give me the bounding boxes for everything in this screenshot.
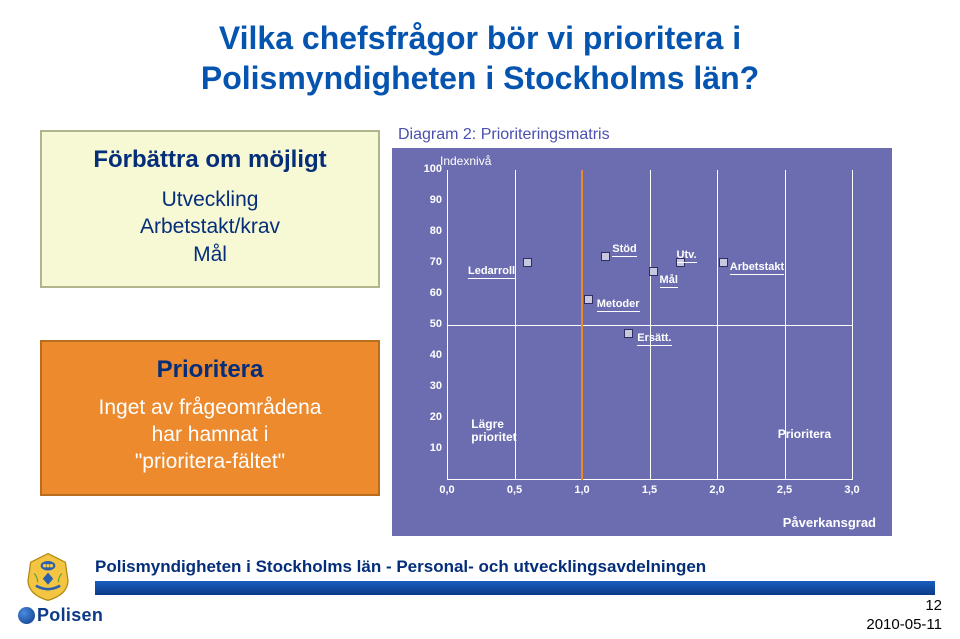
data-marker bbox=[624, 329, 633, 338]
ytick: 70 bbox=[416, 256, 442, 268]
data-marker-label: Metoder bbox=[597, 298, 640, 312]
data-marker-label: Ersätt. bbox=[637, 332, 671, 346]
police-badge-icon bbox=[22, 551, 74, 603]
logo-block: Polisen bbox=[18, 551, 103, 626]
xtick: 3,0 bbox=[837, 484, 867, 496]
quadrant-label-prioritize: Prioritera bbox=[778, 427, 831, 441]
xtick: 1,5 bbox=[635, 484, 665, 496]
data-marker bbox=[601, 252, 610, 261]
footer-date: 2010-05-11 bbox=[866, 616, 942, 633]
ytick: 80 bbox=[416, 225, 442, 237]
footer-bar bbox=[95, 581, 935, 595]
footer-text: Polismyndigheten i Stockholms län - Pers… bbox=[95, 557, 706, 577]
plot-area: Lägreprioritet Prioritera Ledarroll Stöd Mål… bbox=[447, 170, 852, 480]
box-prioritize: Prioritera Inget av frågeområdena har ha… bbox=[40, 340, 380, 496]
xtick: 2,0 bbox=[702, 484, 732, 496]
polisen-sphere-icon bbox=[18, 607, 35, 624]
box-improve-title: Förbättra om möjligt bbox=[52, 146, 368, 174]
box-improve-line1: Utveckling bbox=[52, 186, 368, 213]
xtick: 0,0 bbox=[432, 484, 462, 496]
yaxis-title: Indexnivå bbox=[440, 154, 491, 168]
page-number: 12 bbox=[925, 597, 942, 614]
quadrant-label-low: Lägreprioritet bbox=[471, 418, 516, 444]
polisen-text: Polisen bbox=[37, 605, 103, 626]
box-improve-line3: Mål bbox=[52, 241, 368, 268]
data-marker bbox=[719, 258, 728, 267]
threshold-hline bbox=[447, 325, 852, 326]
content-row: Förbättra om möjligt Utveckling Arbetsta… bbox=[40, 126, 920, 536]
ytick: 30 bbox=[416, 380, 442, 392]
left-column: Förbättra om möjligt Utveckling Arbetsta… bbox=[40, 126, 380, 496]
data-marker bbox=[649, 267, 658, 276]
data-marker-label: Mål bbox=[660, 274, 678, 288]
axis-bottom bbox=[447, 479, 852, 480]
threshold-vline bbox=[581, 170, 583, 480]
ytick: 100 bbox=[416, 163, 442, 175]
box-prio-line1: Inget av frågeområdena bbox=[52, 394, 368, 421]
ytick: 40 bbox=[416, 349, 442, 361]
data-marker-label: Stöd bbox=[612, 243, 636, 257]
data-marker-label: Arbetstakt bbox=[730, 261, 784, 275]
ytick: 90 bbox=[416, 194, 442, 206]
ytick: 60 bbox=[416, 287, 442, 299]
xtick: 1,0 bbox=[567, 484, 597, 496]
xaxis-title: Påverkansgrad bbox=[783, 515, 876, 530]
title-line-2: Polismyndigheten i Stockholms län? bbox=[201, 60, 759, 96]
data-marker-label: Ledarroll bbox=[468, 265, 515, 279]
ytick: 10 bbox=[416, 442, 442, 454]
xtick: 2,5 bbox=[770, 484, 800, 496]
polisen-logo: Polisen bbox=[18, 605, 103, 626]
chart-caption: Diagram 2: Prioriteringsmatris bbox=[398, 126, 892, 144]
data-marker-label: Utv. bbox=[677, 249, 697, 263]
xtick: 0,5 bbox=[500, 484, 530, 496]
box-prio-line3: "prioritera-fältet" bbox=[52, 448, 368, 475]
priority-matrix-chart: Indexnivå Lägreprioritet Prioritera Ledarr… bbox=[392, 148, 892, 536]
slide-title: Vilka chefsfrågor bör vi prioritera i Po… bbox=[40, 18, 920, 98]
chart-container: Diagram 2: Prioriteringsmatris Indexnivå… bbox=[392, 126, 892, 536]
data-marker bbox=[584, 295, 593, 304]
footer: Polisen Polismyndigheten i Stockholms lä… bbox=[0, 551, 960, 639]
data-marker bbox=[523, 258, 532, 267]
box-prio-line2: har hamnat i bbox=[52, 421, 368, 448]
box-improve-line2: Arbetstakt/krav bbox=[52, 213, 368, 240]
box-prio-title: Prioritera bbox=[52, 356, 368, 384]
ytick: 20 bbox=[416, 411, 442, 423]
title-line-1: Vilka chefsfrågor bör vi prioritera i bbox=[219, 20, 741, 56]
gridline-vertical bbox=[852, 170, 853, 480]
box-improve: Förbättra om möjligt Utveckling Arbetsta… bbox=[40, 130, 380, 288]
ytick: 50 bbox=[416, 318, 442, 330]
